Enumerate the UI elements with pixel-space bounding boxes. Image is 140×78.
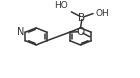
Text: O: O bbox=[76, 27, 84, 37]
Text: HO: HO bbox=[54, 1, 68, 10]
Text: B: B bbox=[78, 12, 85, 23]
Text: N: N bbox=[17, 27, 24, 37]
Text: OH: OH bbox=[95, 9, 109, 18]
